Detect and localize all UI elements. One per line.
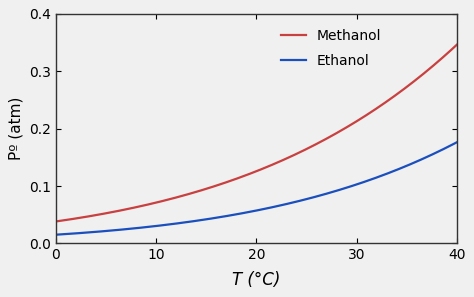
Ethanol xyxy=(53,233,59,236)
Ethanol xyxy=(244,211,249,214)
Methanol xyxy=(454,43,460,46)
Methanol xyxy=(382,101,387,105)
Ethanol xyxy=(246,210,252,214)
Ethanol xyxy=(445,146,450,149)
Methanol xyxy=(244,173,249,177)
Ethanol xyxy=(292,200,297,204)
Ethanol xyxy=(454,140,460,144)
X-axis label: T (°C): T (°C) xyxy=(232,271,281,289)
Legend: Methanol, Ethanol: Methanol, Ethanol xyxy=(275,23,387,73)
Ethanol xyxy=(270,205,276,209)
Y-axis label: Pº (atm): Pº (atm) xyxy=(9,97,23,160)
Methanol xyxy=(53,220,59,223)
Methanol xyxy=(445,52,450,55)
Methanol xyxy=(246,172,252,176)
Ethanol xyxy=(382,173,387,176)
Methanol xyxy=(270,163,276,166)
Line: Ethanol: Ethanol xyxy=(56,142,457,235)
Methanol xyxy=(292,153,297,157)
Line: Methanol: Methanol xyxy=(56,45,457,222)
